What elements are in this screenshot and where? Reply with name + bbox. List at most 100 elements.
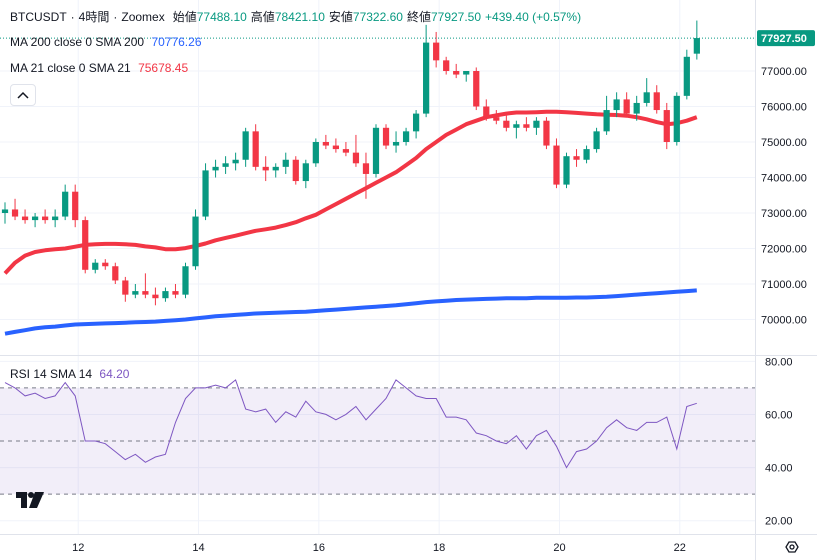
candle-down — [653, 85, 660, 114]
candle-down — [543, 117, 550, 150]
rsi-legend[interactable]: RSI 14 SMA 14 64.20 — [10, 367, 129, 381]
candle-body — [433, 42, 440, 61]
candle-body — [563, 156, 570, 185]
candle-down — [523, 117, 530, 132]
candle-down — [332, 138, 339, 153]
candle-body — [322, 142, 329, 146]
candle-up — [673, 92, 680, 146]
time-tick-label: 20 — [553, 542, 565, 554]
rsi-tick-label: 40.00 — [765, 463, 793, 475]
candle-body — [292, 159, 299, 182]
candle-body — [623, 99, 630, 114]
candle-body — [573, 156, 580, 160]
candle-body — [222, 163, 229, 167]
candle-body — [252, 131, 259, 167]
time-axis[interactable]: 12 14 16 18 20 22 — [72, 542, 686, 554]
candle-body — [503, 120, 510, 128]
candle-body — [663, 110, 670, 142]
price-tick-label: 74000.00 — [761, 173, 807, 185]
candle-body — [202, 170, 209, 217]
candle-body — [693, 38, 700, 54]
candle-body — [11, 209, 19, 217]
candle-body — [633, 102, 640, 114]
candle-up — [162, 287, 169, 302]
low-label: 安値 — [328, 10, 353, 24]
candle-down — [142, 273, 149, 299]
candle-body — [192, 216, 199, 267]
interval-label[interactable]: 4時間 — [78, 10, 110, 24]
candle-body — [613, 99, 620, 111]
candle-up — [222, 156, 229, 174]
ma200-line — [4, 288, 697, 336]
candle-body — [352, 152, 360, 164]
candle-down — [152, 287, 159, 306]
candle-up — [593, 127, 600, 153]
candle-up — [633, 95, 640, 121]
candle-down — [352, 134, 360, 167]
candle-up — [603, 95, 610, 135]
symbol-name[interactable]: BTCUSDT — [10, 10, 67, 24]
candle-up — [242, 127, 249, 167]
candle-body — [473, 71, 480, 107]
ma200-legend[interactable]: MA 200 close 0 SMA 200 70776.26 — [10, 35, 202, 49]
rsi-label: RSI 14 SMA 14 — [10, 367, 93, 381]
candle-body — [423, 42, 430, 114]
price-tick-label: 75000.00 — [761, 137, 807, 149]
collapse-legend-button[interactable] — [10, 84, 36, 106]
rsi-tick-label: 80.00 — [765, 356, 793, 368]
price-tick-label: 71000.00 — [761, 279, 807, 291]
tradingview-logo-icon[interactable] — [16, 492, 44, 508]
candle-down — [82, 216, 89, 274]
candle-body — [212, 166, 219, 171]
symbol-legend: BTCUSDT · 4時間 · Zoomex 始値77488.10 高値78421.10 安値… — [10, 8, 585, 25]
candle-body — [21, 216, 29, 221]
candle-body — [92, 262, 99, 270]
candle-body — [533, 120, 540, 128]
reset-zoom-icon[interactable] — [785, 540, 799, 554]
candle-body — [593, 131, 600, 150]
candle-body — [392, 142, 400, 146]
candle-up — [272, 163, 279, 178]
open-label: 始値 — [172, 10, 197, 24]
candle-down — [382, 124, 390, 150]
candle-down — [663, 102, 670, 150]
candle-down — [623, 92, 630, 118]
candle-body — [172, 291, 179, 295]
candle-up — [643, 78, 650, 107]
change-value: +439.40 (+0.57%) — [485, 10, 582, 24]
candle-body — [342, 149, 350, 153]
candle-up — [583, 145, 590, 164]
candle-up — [192, 209, 199, 270]
time-tick-label: 14 — [192, 542, 204, 554]
open-value: 77488.10 — [196, 10, 247, 24]
candle-body — [282, 159, 289, 167]
rsi-axis[interactable]: 20.00 40.00 60.00 80.00 — [765, 356, 793, 527]
candle-body — [673, 95, 680, 142]
candle-down — [42, 209, 49, 224]
price-axis[interactable]: 70000.00 71000.00 72000.00 73000.00 74000.00… — [761, 66, 807, 327]
low-value: 77322.60 — [352, 10, 403, 24]
candle-down — [122, 276, 129, 302]
candle-up — [412, 110, 420, 139]
candle-down — [112, 262, 119, 284]
time-tick-label: 18 — [433, 542, 445, 554]
candle-up — [31, 213, 39, 228]
ma200-label: MA 200 close 0 SMA 200 — [10, 35, 145, 49]
candle-body — [262, 166, 269, 171]
candle-body — [31, 216, 39, 221]
candle-down — [262, 156, 269, 182]
candle-body — [52, 216, 59, 221]
candle-up — [312, 138, 319, 167]
ma21-legend[interactable]: MA 21 close 0 SMA 21 75678.45 — [10, 61, 188, 75]
candle-up — [232, 152, 239, 171]
last-price-badge: 77927.50 — [757, 30, 815, 47]
candle-down — [342, 142, 350, 157]
candle-down — [433, 31, 440, 68]
price-tick-label: 76000.00 — [761, 102, 807, 114]
candle-down — [21, 209, 29, 224]
close-label: 終値 — [406, 10, 431, 24]
candle-body — [72, 191, 79, 221]
chevron-up-icon — [17, 91, 29, 99]
price-tick-label: 77000.00 — [761, 66, 807, 78]
